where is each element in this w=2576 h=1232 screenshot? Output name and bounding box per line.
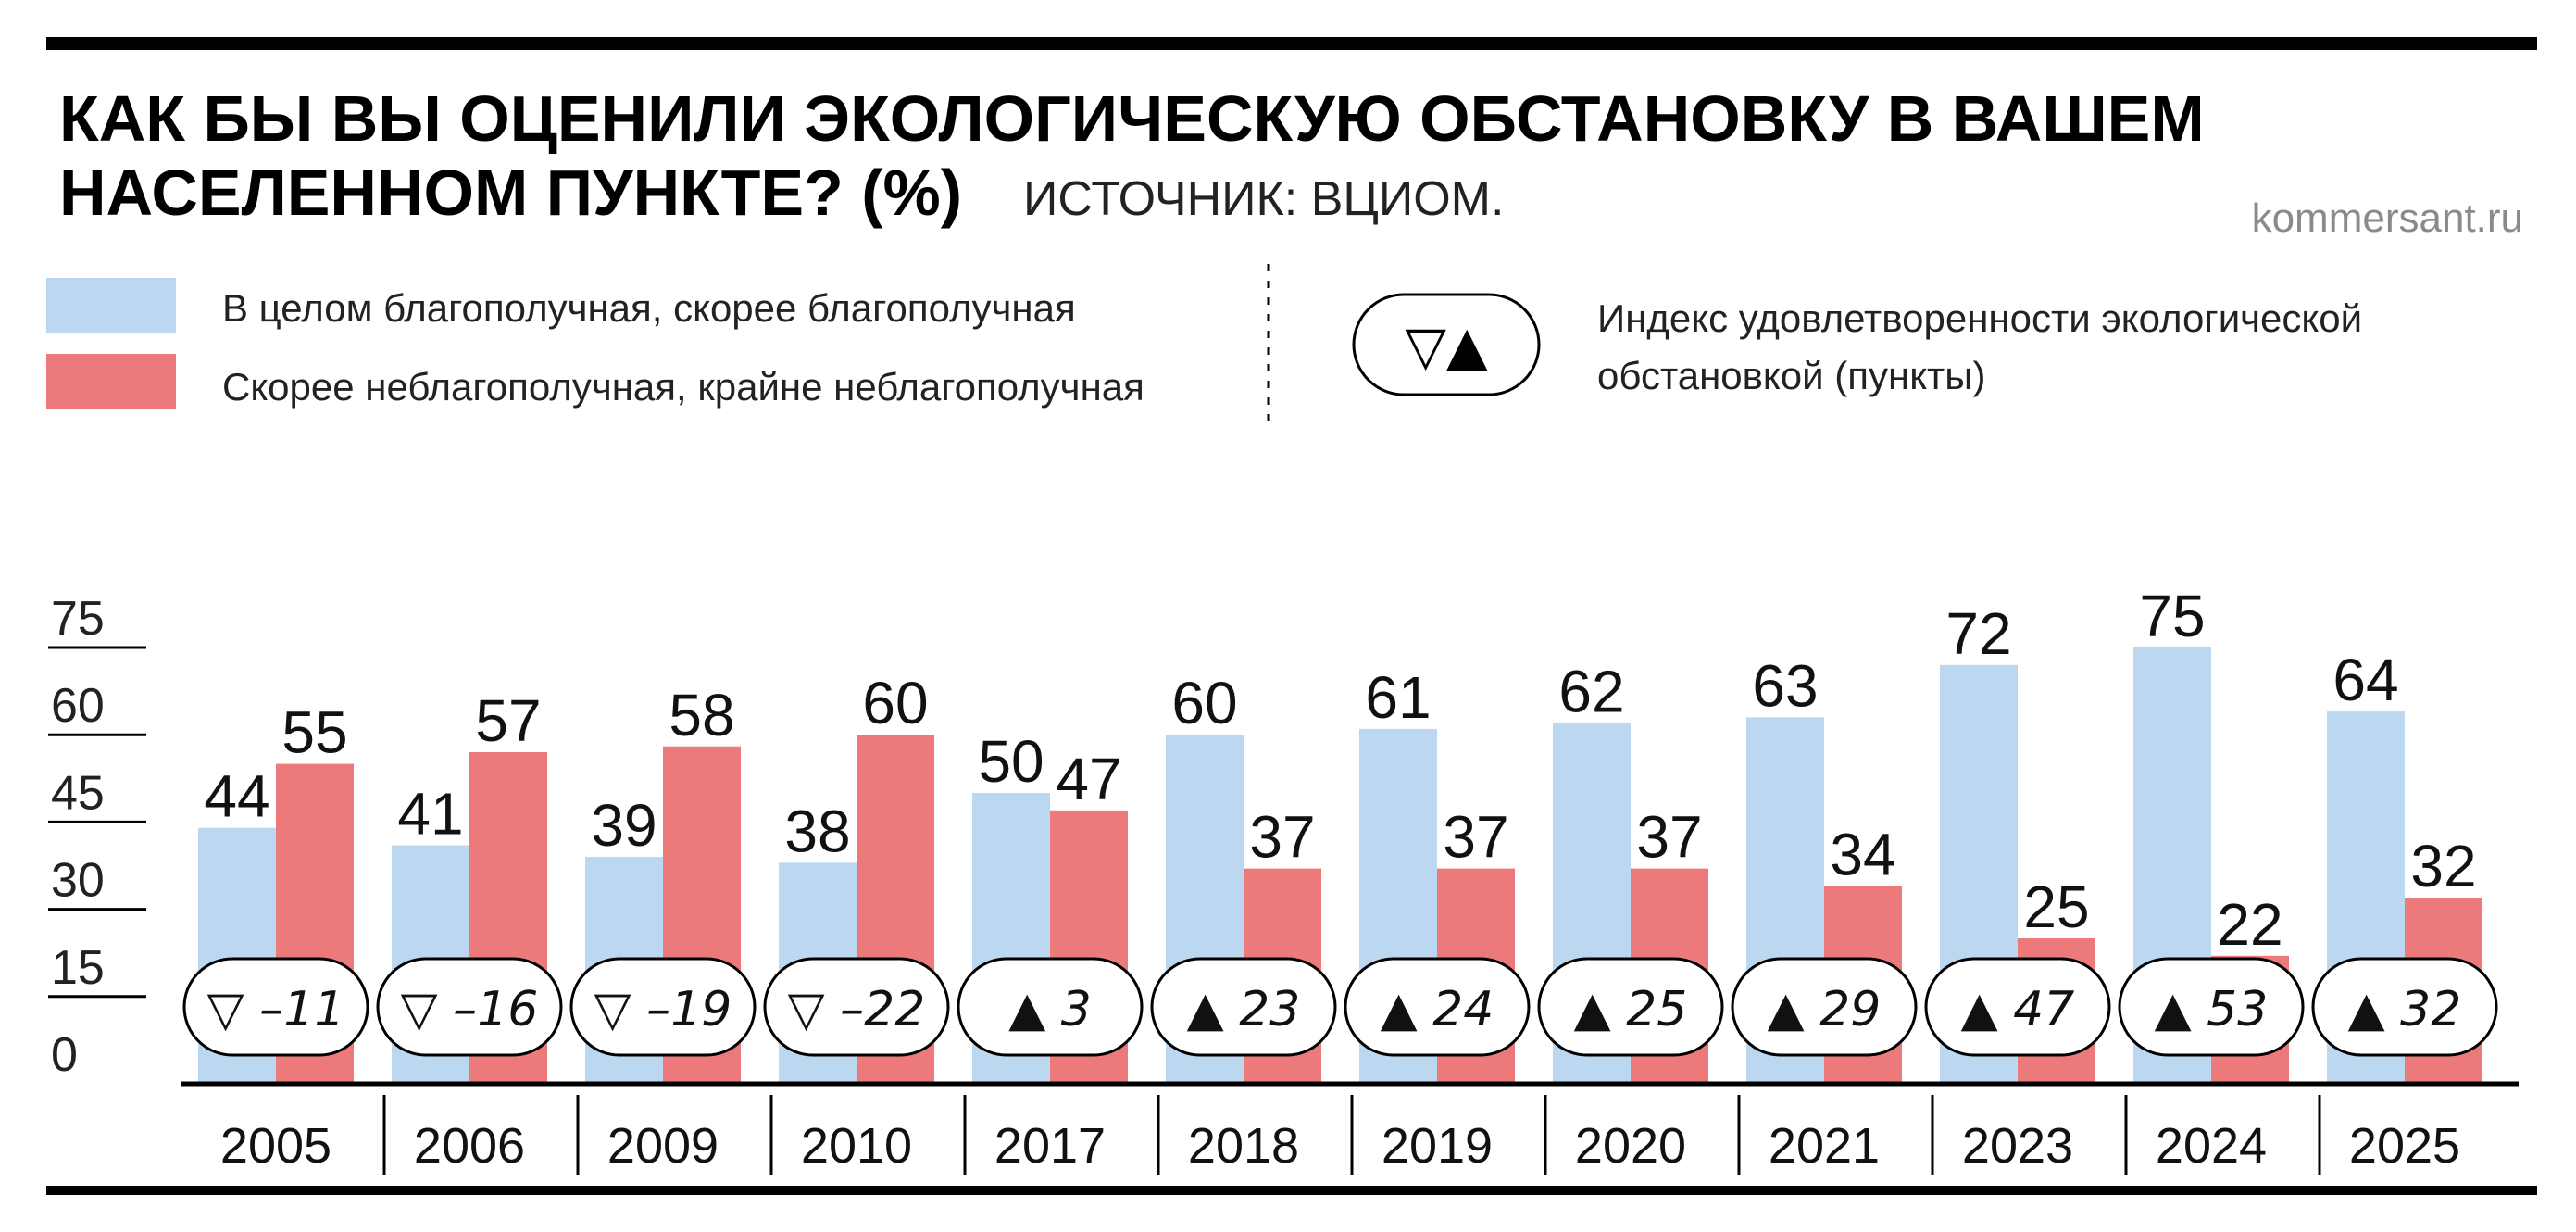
index-pill <box>182 957 369 1057</box>
index-value: ▽ –22 <box>788 982 926 1037</box>
index-value: ▲ 32 <box>2348 982 2462 1037</box>
value-label-negative: 37 <box>1249 804 1315 871</box>
brand-label: kommersant.ru <box>2252 195 2523 241</box>
bottom-rule <box>46 1186 2537 1195</box>
value-label-negative: 57 <box>475 687 541 754</box>
x-tick-label: 2005 <box>220 1118 331 1174</box>
index-value: ▲ 53 <box>2155 982 2269 1037</box>
x-tick-label: 2020 <box>1575 1118 1686 1174</box>
y-tick-label: 30 <box>51 854 105 908</box>
index-pill <box>1537 957 1724 1057</box>
y-tick-label: 60 <box>51 679 105 733</box>
value-label-positive: 41 <box>397 781 463 848</box>
value-label-negative: 60 <box>862 670 928 736</box>
index-pills: ▽ –11 ▽ –16 ▽ –19 ▽ –22 ▲ 3 ▲ 23 ▲ 24 ▲ 25 ▲ 29 ▲… <box>182 957 2498 1057</box>
index-value: ▽ –16 <box>401 982 539 1037</box>
value-label-positive: 39 <box>591 792 657 859</box>
index-pill <box>1344 957 1531 1057</box>
legend-index-label-line1: Индекс удовлетворенности экологической <box>1597 296 2362 340</box>
x-axis: 2005 2006 2009 2010 2017 2018 2019 2020 2021 2023… <box>220 1095 2460 1175</box>
value-label-negative: 34 <box>1830 821 1895 887</box>
index-value: ▲ 23 <box>1187 982 1301 1037</box>
value-label-negative: 58 <box>669 682 734 748</box>
value-label-positive: 62 <box>1558 659 1624 725</box>
value-label-negative: 32 <box>2410 833 2476 899</box>
legend-index-label-line2: обстановкой (пункты) <box>1597 354 1985 397</box>
x-tick-label: 2006 <box>414 1118 525 1174</box>
y-axis: 0 15 30 45 60 75 <box>48 592 146 1082</box>
index-pill <box>2311 957 2498 1057</box>
index-value: ▲ 3 <box>1008 982 1092 1037</box>
legend-negative-label: Скорее неблагополучная, крайне неблагопо… <box>222 365 1144 409</box>
y-tick-label: 0 <box>51 1028 78 1082</box>
value-label-positive: 50 <box>978 728 1044 795</box>
legend-positive-label: В целом благополучная, скорее благополуч… <box>222 286 1076 330</box>
value-label-negative: 37 <box>1636 804 1702 871</box>
index-value: ▲ 29 <box>1768 982 1882 1037</box>
value-label-positive: 64 <box>2332 647 2398 713</box>
chart-title-line1: КАК БЫ ВЫ ОЦЕНИЛИ ЭКОЛОГИЧЕСКУЮ ОБСТАНОВ… <box>59 82 2205 155</box>
value-label-positive: 61 <box>1365 664 1431 731</box>
index-value: ▲ 24 <box>1381 982 1494 1037</box>
value-label-positive: 75 <box>2139 583 2205 649</box>
value-label-negative: 55 <box>281 699 347 766</box>
y-tick-label: 15 <box>51 941 105 995</box>
legend-negative-swatch <box>46 354 176 409</box>
index-value: ▲ 47 <box>1961 982 2075 1037</box>
x-tick-label: 2018 <box>1188 1118 1299 1174</box>
value-label-positive: 44 <box>204 763 269 830</box>
x-tick-label: 2023 <box>1962 1118 2073 1174</box>
x-tick-label: 2024 <box>2156 1118 2267 1174</box>
index-pill <box>763 957 950 1057</box>
source-label: ИСТОЧНИК: ВЦИОМ. <box>1023 172 1504 226</box>
y-tick-label: 75 <box>51 592 105 646</box>
x-tick-label: 2025 <box>2349 1118 2460 1174</box>
index-pill <box>569 957 757 1057</box>
value-label-negative: 22 <box>2217 891 2282 958</box>
x-tick-label: 2019 <box>1382 1118 1493 1174</box>
x-tick-label: 2017 <box>994 1118 1106 1174</box>
index-pill <box>957 957 1144 1057</box>
index-pill <box>376 957 563 1057</box>
value-label-positive: 72 <box>1945 600 2011 667</box>
chart-title-line2: НАСЕЛЕННОМ ПУНКТЕ? (%) <box>59 157 962 229</box>
y-tick-label: 45 <box>51 766 105 820</box>
index-pill <box>1150 957 1337 1057</box>
index-value: ▲ 25 <box>1574 982 1688 1037</box>
value-label-negative: 37 <box>1443 804 1508 871</box>
value-label-positive: 38 <box>784 798 850 864</box>
index-value: ▽ –11 <box>207 982 345 1037</box>
x-tick-label: 2009 <box>607 1118 719 1174</box>
index-pill <box>1731 957 1918 1057</box>
legend-index-pill <box>1352 293 1541 396</box>
index-pill <box>2118 957 2305 1057</box>
x-tick-label: 2010 <box>801 1118 912 1174</box>
legend-positive-swatch <box>46 278 176 333</box>
value-label-negative: 25 <box>2023 874 2089 940</box>
value-label-positive: 60 <box>1171 670 1237 736</box>
legend-index-symbol: ▽▲ <box>1405 314 1488 377</box>
value-label-positive: 63 <box>1752 652 1818 719</box>
index-pill <box>1924 957 2111 1057</box>
value-label-negative: 47 <box>1056 746 1121 812</box>
x-tick-label: 2021 <box>1769 1118 1880 1174</box>
top-rule <box>46 37 2537 50</box>
index-value: ▽ –19 <box>594 982 732 1037</box>
